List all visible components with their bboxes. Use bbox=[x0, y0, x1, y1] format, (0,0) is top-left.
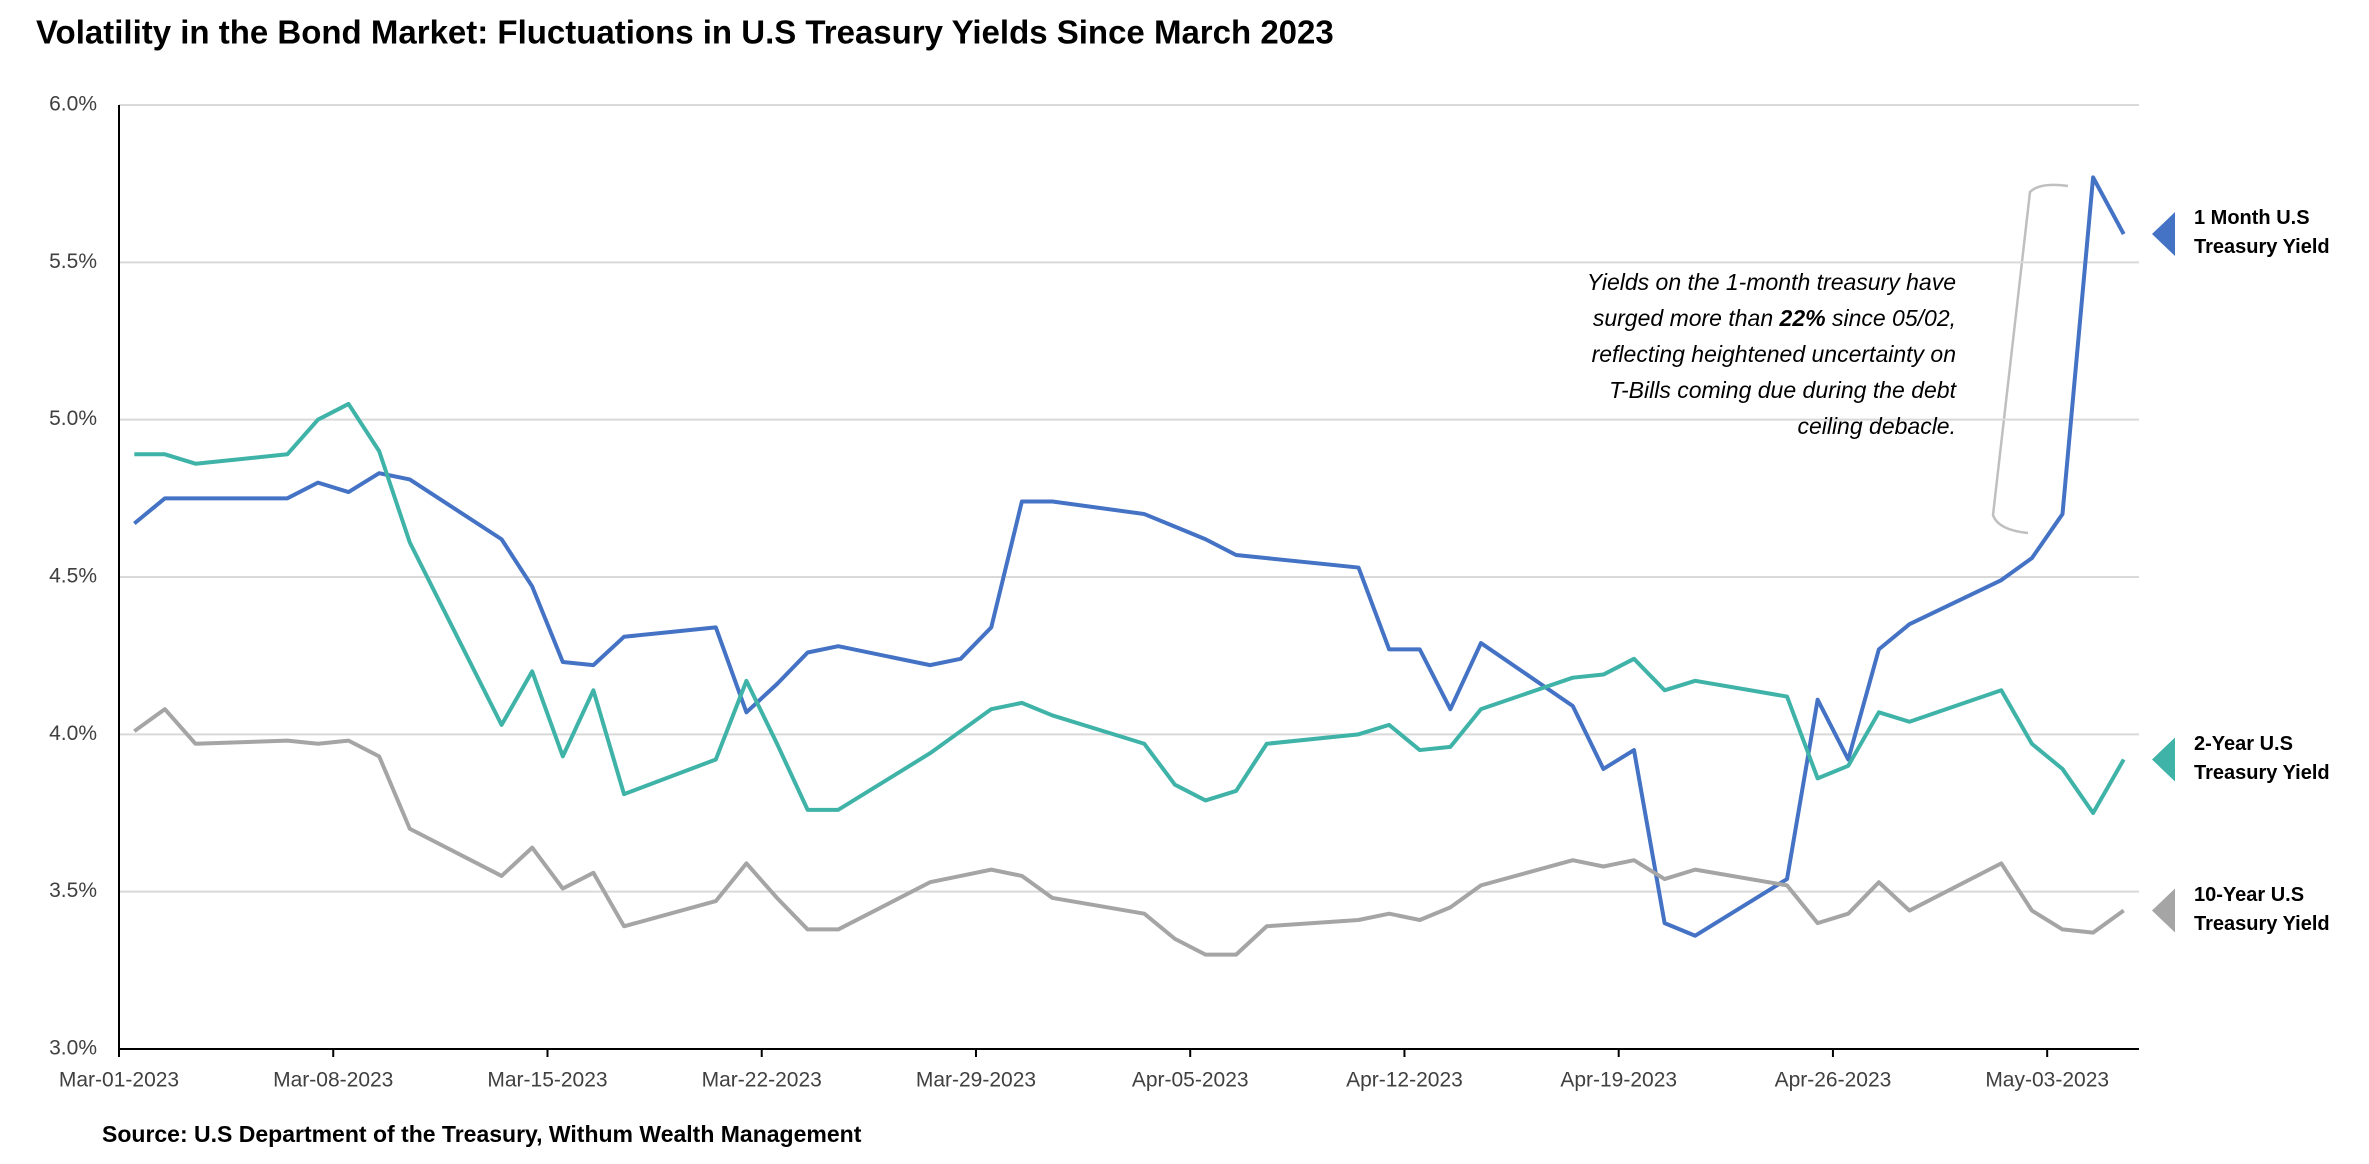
legend-marker bbox=[2152, 212, 2175, 257]
legend-label: 10-Year U.S Treasury Yield bbox=[2194, 883, 2330, 935]
x-tick-label: Mar-08-2023 bbox=[273, 1069, 393, 1092]
x-tick-label: Apr-05-2023 bbox=[1132, 1069, 1249, 1092]
x-tick-label: Mar-01-2023 bbox=[59, 1069, 179, 1092]
annotation-highlight: 22% bbox=[1779, 305, 1826, 331]
y-tick-label: 3.5% bbox=[49, 879, 97, 902]
y-tick-label: 5.0% bbox=[49, 407, 97, 430]
x-tick-label: Apr-26-2023 bbox=[1775, 1069, 1892, 1092]
y-tick-label: 4.0% bbox=[49, 722, 97, 745]
legend-label: 1 Month U.S Treasury Yield bbox=[2194, 207, 2330, 258]
series-line bbox=[133, 175, 2126, 938]
y-tick-label: 6.0% bbox=[49, 93, 97, 116]
series-line bbox=[134, 401, 2126, 815]
y-tick-label: 5.5% bbox=[49, 250, 97, 273]
annotation-text: Yields on the 1-month treasury have surg… bbox=[1586, 269, 1956, 331]
legend-label: 2-Year U.S Treasury Yield bbox=[2194, 732, 2330, 784]
chart-title: Volatility in the Bond Market: Fluctuati… bbox=[36, 14, 1334, 51]
y-tick-label: 4.5% bbox=[49, 565, 97, 588]
legend-marker bbox=[2152, 888, 2175, 933]
annotation-text: since 05/02, reflecting heightened uncer… bbox=[1591, 305, 1956, 439]
series-line bbox=[133, 707, 2125, 957]
x-tick-label: Apr-12-2023 bbox=[1346, 1069, 1463, 1092]
annotation: Yields on the 1-month treasury have surg… bbox=[1576, 264, 1956, 444]
source: Source: U.S Department of the Treasury, … bbox=[102, 1121, 862, 1147]
x-tick-label: Mar-15-2023 bbox=[487, 1069, 607, 1092]
x-tick-label: May-03-2023 bbox=[1985, 1069, 2109, 1092]
y-tick-label: 3.0% bbox=[49, 1037, 97, 1060]
annotation-bracket bbox=[1991, 183, 2069, 535]
x-tick-label: Mar-22-2023 bbox=[702, 1069, 822, 1092]
legend-marker bbox=[2152, 737, 2175, 782]
x-tick-label: Apr-19-2023 bbox=[1560, 1069, 1677, 1092]
x-tick-label: Mar-29-2023 bbox=[916, 1069, 1036, 1092]
